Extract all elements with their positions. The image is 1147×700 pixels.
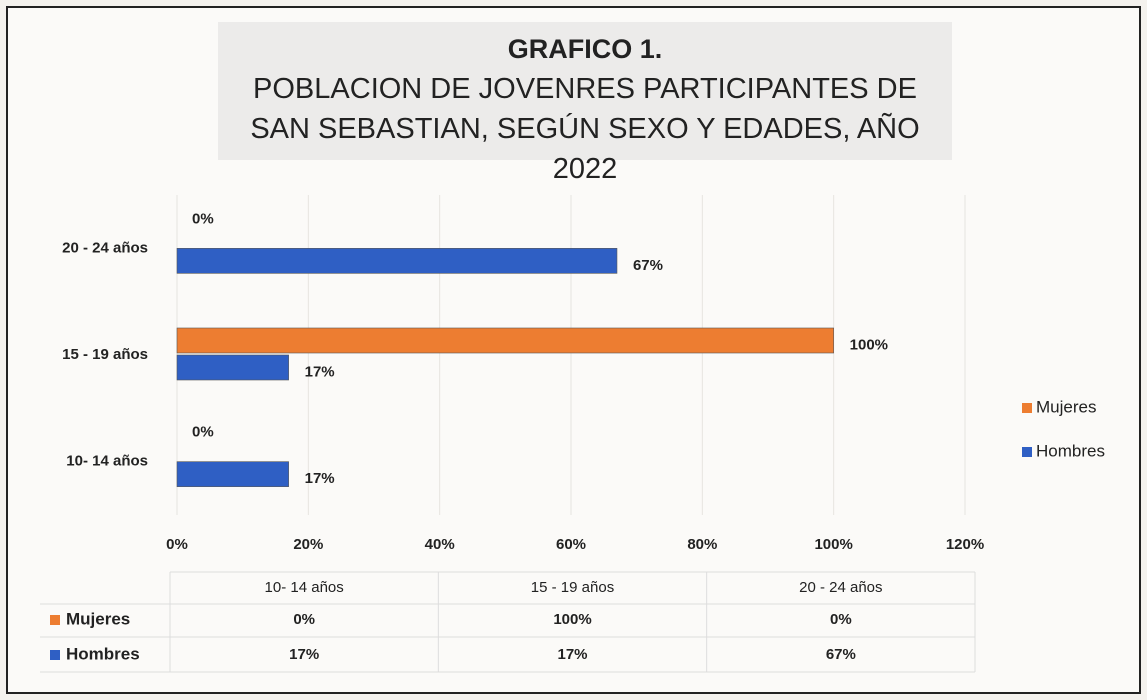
x-tick-label: 20%: [293, 536, 323, 553]
data-label: 67%: [633, 257, 663, 274]
table-cell: 0%: [830, 611, 852, 628]
table-cell: 17%: [289, 646, 319, 663]
y-tick-label: 10- 14 años: [66, 453, 148, 470]
table-row-label: Mujeres: [66, 609, 130, 628]
x-tick-label: 60%: [556, 536, 586, 553]
y-tick-label: 15 - 19 años: [62, 346, 148, 363]
data-label: 0%: [192, 424, 214, 441]
bar: [176, 354, 289, 381]
x-tick-label: 0%: [166, 536, 188, 553]
legend-label: Hombres: [1036, 441, 1105, 460]
chart-title: GRAFICO 1.: [507, 34, 663, 64]
chart-subtitle: POBLACION DE JOVENRES PARTICIPANTES DE S…: [250, 73, 920, 185]
bar: [176, 327, 834, 354]
bar: [176, 461, 289, 487]
legend-swatch: [1022, 403, 1032, 413]
table-row-label: Hombres: [66, 644, 140, 663]
table-cell: 0%: [293, 611, 315, 628]
data-label: 17%: [305, 470, 335, 487]
table-cell: 100%: [553, 611, 591, 628]
data-label: 17%: [305, 363, 335, 380]
x-tick-label: 80%: [687, 536, 717, 553]
data-label: 0%: [192, 210, 214, 227]
table-header: 15 - 19 años: [531, 579, 614, 596]
legend-label: Mujeres: [1036, 397, 1096, 416]
table-header: 20 - 24 años: [799, 579, 882, 596]
legend-swatch: [1022, 447, 1032, 457]
table-cell: 17%: [557, 646, 587, 663]
data-label: 100%: [850, 336, 888, 353]
table-cell: 67%: [826, 646, 856, 663]
x-tick-label: 40%: [425, 536, 455, 553]
bar: [176, 248, 618, 274]
x-tick-label: 120%: [946, 536, 984, 553]
title-box: GRAFICO 1. POBLACION DE JOVENRES PARTICI…: [218, 22, 952, 185]
table-legend-swatch: [50, 615, 60, 625]
x-tick-label: 100%: [814, 536, 852, 553]
y-tick-label: 20 - 24 años: [62, 239, 148, 256]
table-header: 10- 14 años: [265, 579, 344, 596]
table-legend-swatch: [50, 650, 60, 660]
